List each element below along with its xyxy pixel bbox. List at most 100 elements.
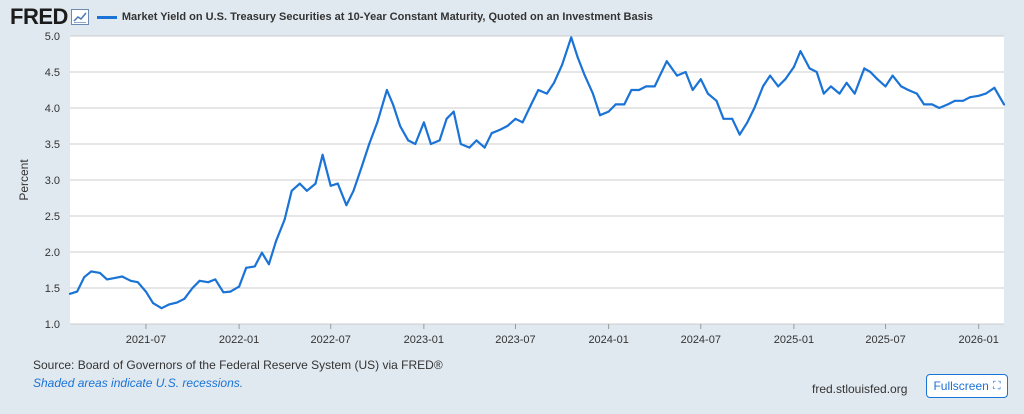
data-point <box>176 301 179 304</box>
data-point <box>305 189 308 192</box>
data-point <box>160 307 163 310</box>
data-point <box>623 103 626 106</box>
data-point <box>376 121 379 124</box>
data-point <box>923 103 925 106</box>
y-tick-label: 4.5 <box>45 67 60 79</box>
chart-line-icon[interactable] <box>70 9 89 25</box>
data-point <box>106 278 108 281</box>
fullscreen-label: Fullscreen <box>933 379 989 393</box>
y-axis-label: Percent <box>17 159 31 201</box>
x-tick-label: 2023-07 <box>495 334 535 346</box>
data-point <box>229 290 232 293</box>
data-point <box>738 133 741 136</box>
data-point <box>385 89 388 91</box>
data-point <box>468 146 471 149</box>
data-point <box>777 85 780 88</box>
data-point <box>530 103 533 106</box>
data-point <box>691 89 694 91</box>
data-point <box>183 297 186 300</box>
data-point <box>792 66 795 68</box>
data-point <box>784 78 787 81</box>
data-point <box>114 276 117 279</box>
expand-icon: ⛶ <box>992 379 1001 392</box>
data-point <box>869 71 872 73</box>
data-point <box>746 121 749 124</box>
data-point <box>946 103 949 106</box>
data-point <box>645 85 648 88</box>
data-point <box>884 85 887 88</box>
data-point <box>762 85 764 88</box>
y-tick-label: 1.5 <box>45 283 60 295</box>
data-point <box>214 278 217 281</box>
y-tick-label: 4.0 <box>45 103 60 115</box>
data-point <box>838 92 841 95</box>
data-point <box>614 103 617 106</box>
data-point <box>545 92 548 95</box>
data-point <box>537 89 540 91</box>
data-point <box>238 285 241 288</box>
data-point <box>191 287 194 289</box>
data-point <box>260 251 263 254</box>
data-point <box>938 107 941 109</box>
data-point <box>853 92 856 95</box>
source-text: Source: Board of Governors of the Federa… <box>33 358 443 372</box>
y-tick-label: 2.5 <box>45 211 60 223</box>
site-url[interactable]: fred.stlouisfed.org <box>812 382 908 396</box>
data-point <box>98 271 101 274</box>
data-point <box>475 139 478 142</box>
data-point <box>953 99 956 102</box>
data-point <box>167 303 170 306</box>
data-point <box>630 89 633 91</box>
data-point <box>499 128 502 131</box>
data-point <box>352 189 355 192</box>
data-point <box>591 92 594 95</box>
data-point <box>298 182 301 185</box>
data-point <box>799 50 802 53</box>
data-point <box>422 121 425 124</box>
data-point <box>314 182 317 185</box>
data-point <box>329 184 332 187</box>
data-point <box>414 143 417 145</box>
data-point <box>753 107 756 109</box>
data-point <box>1003 103 1005 106</box>
data-point <box>822 92 825 95</box>
data-point <box>152 302 154 305</box>
y-tick-label: 2.0 <box>45 247 60 259</box>
data-point <box>399 125 402 127</box>
data-point <box>769 74 772 77</box>
fullscreen-button[interactable]: Fullscreen ⛶ <box>926 374 1008 398</box>
y-tick-label: 1.0 <box>45 319 60 331</box>
data-point <box>267 263 270 266</box>
data-point <box>676 74 678 77</box>
data-point <box>321 153 324 156</box>
x-tick-label: 2026-01 <box>959 334 999 346</box>
data-point <box>815 71 818 73</box>
data-point <box>808 67 811 70</box>
data-point <box>392 103 394 106</box>
chart-area: 1.0 1.5 2.0 2.5 3.0 3.5 4.0 4.5 5.0 2021-07 2022-0… <box>0 28 1024 348</box>
data-point <box>283 218 286 221</box>
data-point <box>361 164 364 167</box>
x-tick-label: 2023-01 <box>404 334 444 346</box>
data-point <box>993 86 996 89</box>
y-tick-label: 5.0 <box>45 31 60 43</box>
legend-swatch <box>96 15 117 19</box>
data-point <box>253 265 256 268</box>
data-point <box>977 94 980 97</box>
data-point <box>69 292 71 295</box>
data-point <box>245 266 248 269</box>
data-point <box>407 139 410 142</box>
data-point <box>207 281 210 284</box>
data-point <box>876 78 879 81</box>
data-point <box>731 117 734 120</box>
data-point <box>459 143 462 145</box>
fred-logo[interactable]: FRED <box>10 4 68 29</box>
chart-header: FRED Market Yield on U.S. Treasury Secur… <box>10 6 653 28</box>
data-point <box>345 204 348 207</box>
x-tick-label: 2021-07 <box>126 334 166 346</box>
data-point <box>129 279 132 282</box>
data-point <box>576 56 579 59</box>
data-point <box>452 110 455 113</box>
data-point <box>222 291 225 294</box>
